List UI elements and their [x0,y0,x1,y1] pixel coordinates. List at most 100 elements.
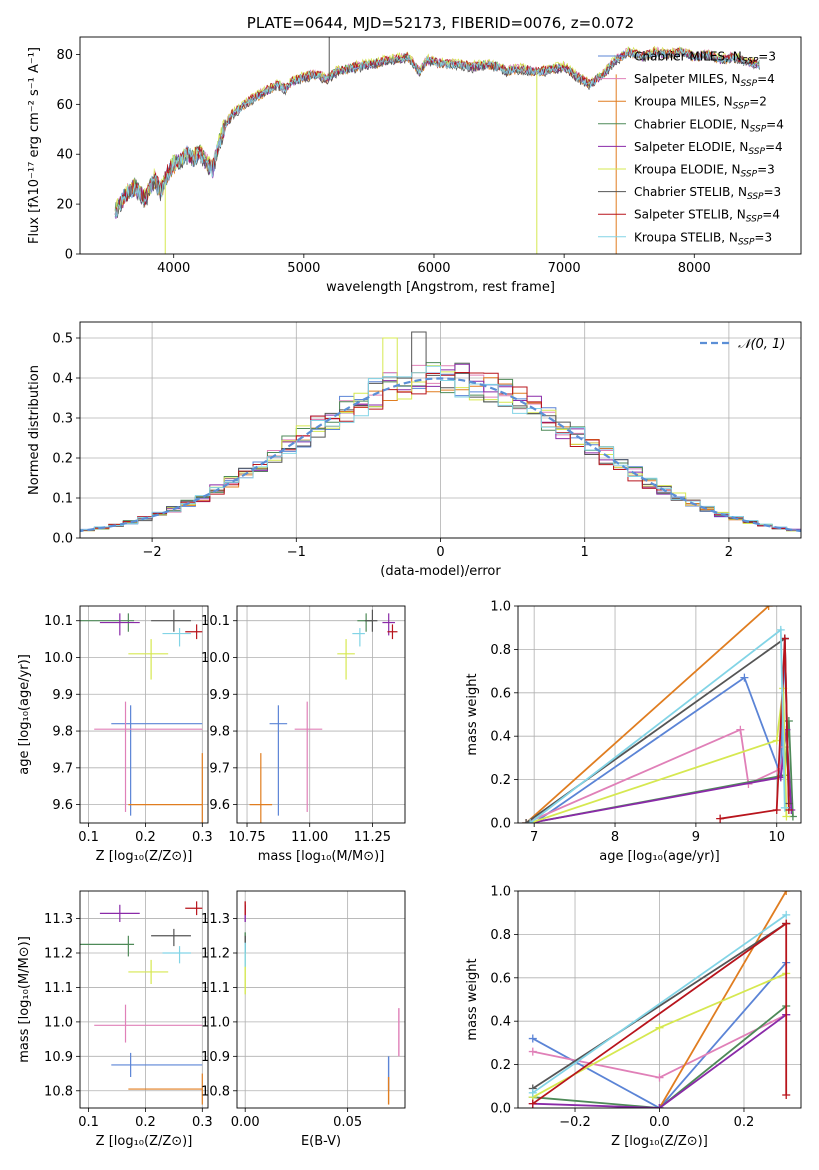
y-tick-label: 0.3 [52,412,73,427]
legend-entry: Kroupa ELODIE, NSSP=3 [634,163,775,180]
weight-marker [526,819,535,823]
legend-entry-subscript: SSP [741,170,758,180]
y-axis-label: mass weight [465,958,480,1040]
legend-entry-count: =4 [765,140,783,154]
weight-marker [782,910,791,919]
x-tick-label: 0.1 [78,830,99,845]
legend-entry-name: Kroupa ELODIE, N [634,163,741,177]
weight-marker [776,625,785,634]
y-tick-label: 0.2 [490,1058,511,1073]
weight-marker [528,1047,537,1056]
weight-marker [716,814,725,823]
axes-frame [236,890,406,1109]
x-axis-label: E(B-V) [301,1134,341,1149]
x-tick-label: −2 [143,545,162,560]
y-tick-label: 11.0 [44,1015,73,1030]
y-axis-label: mass weight [465,673,480,755]
weight-line [529,688,788,823]
y-tick-label: 10.9 [44,1050,73,1065]
points [244,901,400,1105]
weight-line [529,628,786,823]
weight-line [525,606,770,823]
chart-title: PLATE=0644, MJD=52173, FIBERID=0076, z=0… [247,14,634,32]
x-tick-label: 0.1 [78,1115,99,1130]
legend-entry-name: Kroupa STELIB, N [634,230,738,244]
residual-histogram-panel: −2 −1 0 1 2 0.0 0.1 0.2 0.3 0.4 0.5 (data-model)/er… [27,321,802,579]
y-axis-label: Flux [fλ10⁻¹⁷ erg cm⁻² s⁻¹ A⁻¹] [27,47,42,244]
weight-marker [780,803,789,812]
axes-frame [79,321,802,539]
legend-entry: Salpeter MILES, NSSP=4 [634,72,775,89]
age-vs-mass-panel: 10.75 11.00 11.25 9.6 9.7 9.8 9.9 10.0 10.1 mass … [201,605,406,864]
weight-marker [655,1104,664,1108]
legend-entry-count: =3 [764,185,782,199]
weight-marker [782,891,791,895]
y-tick-label: 10.1 [44,614,73,629]
x-axis-label: mass [log₁₀(M/M⊙)] [258,849,385,864]
y-tick-label: 9.6 [52,798,73,813]
spectrum-lines [114,37,760,254]
weight-line [525,728,786,823]
legend-entry: Chabrier ELODIE, NSSP=4 [634,117,784,134]
y-tick-label: 10.0 [44,651,73,666]
weight-marker [528,1088,537,1097]
gaussian-reference-line [80,377,801,533]
y-tick-label: 1.0 [490,885,511,900]
legend-entry-count: =3 [757,163,775,177]
weight-vs-age-panel: 7 8 9 10 0.0 0.2 0.4 0.6 0.8 1.0 age [log₁₀(age/yr… [465,600,802,864]
x-tick-label: −0.2 [559,1115,591,1130]
weight-marker [782,812,791,821]
legend-entry-count: =2 [749,95,767,109]
legend-entry-name: Chabrier MILES, N [634,50,742,64]
age-vs-metallicity-panel: 0.1 0.2 0.3 9.6 9.7 9.8 9.9 10.0 10.1 Z [log₁₀(Z/… [17,605,213,864]
y-tick-label: 80 [56,48,73,63]
y-tick-label: 11.3 [44,912,73,927]
x-tick-label: 0 [436,545,444,560]
y-tick-label: 0 [65,248,73,263]
spectrum-panel: PLATE=0644, MJD=52173, FIBERID=0076, z=0… [27,14,802,295]
spectrum-line [114,50,760,218]
x-tick-label: 4000 [157,261,190,276]
y-tick-label: 0.4 [52,372,73,387]
legend-entry-name: Chabrier ELODIE, N [634,117,750,131]
legend-entry: Chabrier MILES, NSSP=3 [634,50,776,67]
weight-lines [522,606,797,823]
x-tick-label: 11.00 [291,830,328,845]
y-tick-label: 1.0 [490,600,511,615]
histogram-step [80,365,801,531]
y-tick-label: 40 [56,148,73,163]
x-tick-label: 0.00 [231,1115,260,1130]
y-tick-label: 9.7 [209,761,230,776]
weight-marker [782,919,791,928]
legend-entry: Salpeter STELIB, NSSP=4 [634,208,780,225]
weight-line [658,891,787,1108]
x-tick-label: 6000 [417,261,450,276]
x-tick-label: 9 [692,830,700,845]
legend-entry-name: Salpeter ELODIE, N [634,140,748,154]
x-axis-label: (data-model)/error [380,564,501,579]
weight-marker [528,1034,537,1043]
y-tick-label: 9.7 [52,761,73,776]
legend-entry-subscript: SSP [747,192,764,202]
weight-marker [740,673,749,682]
weight-lines [528,891,791,1108]
weight-marker [772,805,781,814]
y-tick-label: 0.0 [52,532,73,547]
x-tick-label: 7000 [548,261,581,276]
histogram-step [80,331,801,532]
axes-frame [517,605,802,824]
weight-marker [784,805,793,814]
spectrum-line [114,47,760,218]
y-tick-label: 9.8 [209,725,230,740]
legend-entry-name: Salpeter MILES, N [634,72,741,86]
x-axis-label: age [log₁₀(age/yr)] [599,849,720,864]
y-tick-label: 0.2 [490,773,511,788]
x-tick-label: 1 [581,545,589,560]
y-tick-label: 11.0 [201,1015,230,1030]
mass-vs-metallicity-panel: 0.1 0.2 0.3 10.8 10.9 11.0 11.1 11.2 11.3 Z [log₁… [17,890,213,1149]
legend-entry-subscript: SSP [750,124,767,134]
legend-entry: Kroupa MILES, NSSP=2 [634,95,767,112]
x-tick-label: 8000 [678,261,711,276]
y-tick-label: 0.4 [490,1015,511,1030]
